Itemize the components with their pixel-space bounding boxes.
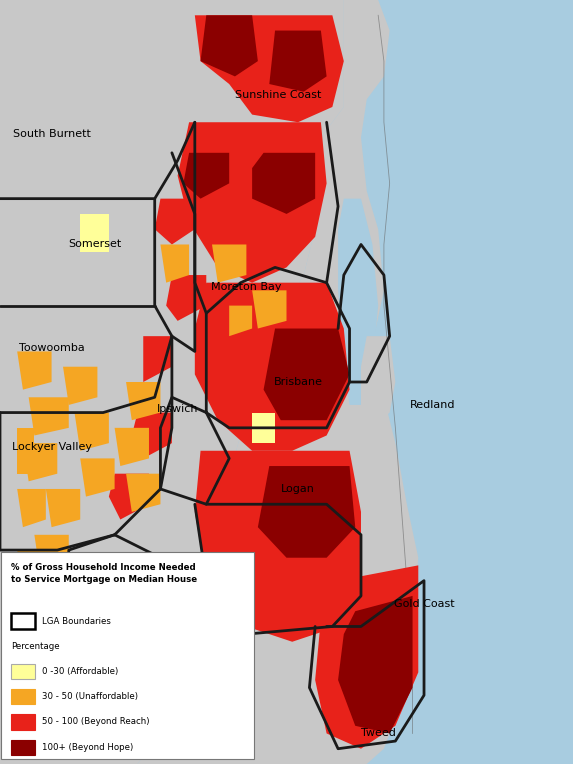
Polygon shape [109,474,149,520]
FancyBboxPatch shape [1,552,254,759]
Text: Tweed: Tweed [361,728,395,739]
Polygon shape [160,244,189,283]
Polygon shape [103,581,138,619]
Text: Percentage: Percentage [11,642,60,651]
Polygon shape [80,458,115,497]
Polygon shape [29,397,69,435]
FancyBboxPatch shape [11,664,35,679]
Polygon shape [143,336,172,382]
Text: Gold Coast: Gold Coast [394,598,454,609]
Polygon shape [17,351,52,390]
Polygon shape [252,153,315,214]
Polygon shape [0,0,344,764]
Text: Scenic Rim: Scenic Rim [187,598,249,609]
Text: 50 - 100 (Beyond Reach): 50 - 100 (Beyond Reach) [42,717,150,727]
Text: Ipswich: Ipswich [157,403,198,414]
Polygon shape [183,153,229,199]
FancyBboxPatch shape [11,689,35,704]
Text: 30 - 50 (Unaffordable): 30 - 50 (Unaffordable) [42,692,138,701]
Polygon shape [258,466,355,558]
Polygon shape [201,15,258,76]
Text: Moreton Bay: Moreton Bay [211,281,282,292]
Polygon shape [229,306,252,336]
Polygon shape [252,290,286,329]
Text: LGA Boundaries: LGA Boundaries [42,617,111,626]
Text: 100+ (Beyond Hope): 100+ (Beyond Hope) [42,743,133,752]
Text: Brisbane: Brisbane [273,377,323,387]
Text: Sunshine Coast: Sunshine Coast [235,90,321,101]
Polygon shape [46,489,80,527]
Polygon shape [126,474,160,512]
Polygon shape [92,626,126,665]
Polygon shape [17,489,46,527]
FancyBboxPatch shape [11,740,35,755]
Polygon shape [126,382,160,420]
Polygon shape [195,283,350,451]
Polygon shape [74,413,109,451]
Polygon shape [178,122,327,283]
Polygon shape [338,596,413,733]
Polygon shape [361,336,395,428]
Polygon shape [252,413,275,443]
Polygon shape [195,15,344,122]
Text: Toowoomba: Toowoomba [19,342,84,353]
Text: Somerset: Somerset [68,239,121,250]
Polygon shape [17,550,52,588]
Polygon shape [269,31,327,92]
Polygon shape [155,199,195,244]
Polygon shape [264,329,350,420]
Polygon shape [80,214,109,252]
Text: Redland: Redland [410,400,456,410]
Polygon shape [132,413,172,458]
Polygon shape [315,565,418,749]
Text: Lockyer Valley: Lockyer Valley [11,442,92,452]
Text: % of Gross Household Income Needed
to Service Mortgage on Median House: % of Gross Household Income Needed to Se… [11,563,197,584]
Polygon shape [138,0,418,764]
Bar [344,0,573,764]
Text: 0 -30 (Affordable): 0 -30 (Affordable) [42,667,118,676]
Polygon shape [115,428,149,466]
Polygon shape [63,367,97,405]
Polygon shape [23,443,57,481]
Polygon shape [212,244,246,283]
Polygon shape [195,451,361,642]
Polygon shape [166,275,206,321]
Text: South Burnett: South Burnett [13,128,91,139]
FancyBboxPatch shape [11,714,35,730]
Polygon shape [34,535,69,573]
FancyBboxPatch shape [11,613,35,629]
Text: Logan: Logan [281,484,315,494]
Polygon shape [17,428,34,474]
Polygon shape [338,199,378,405]
